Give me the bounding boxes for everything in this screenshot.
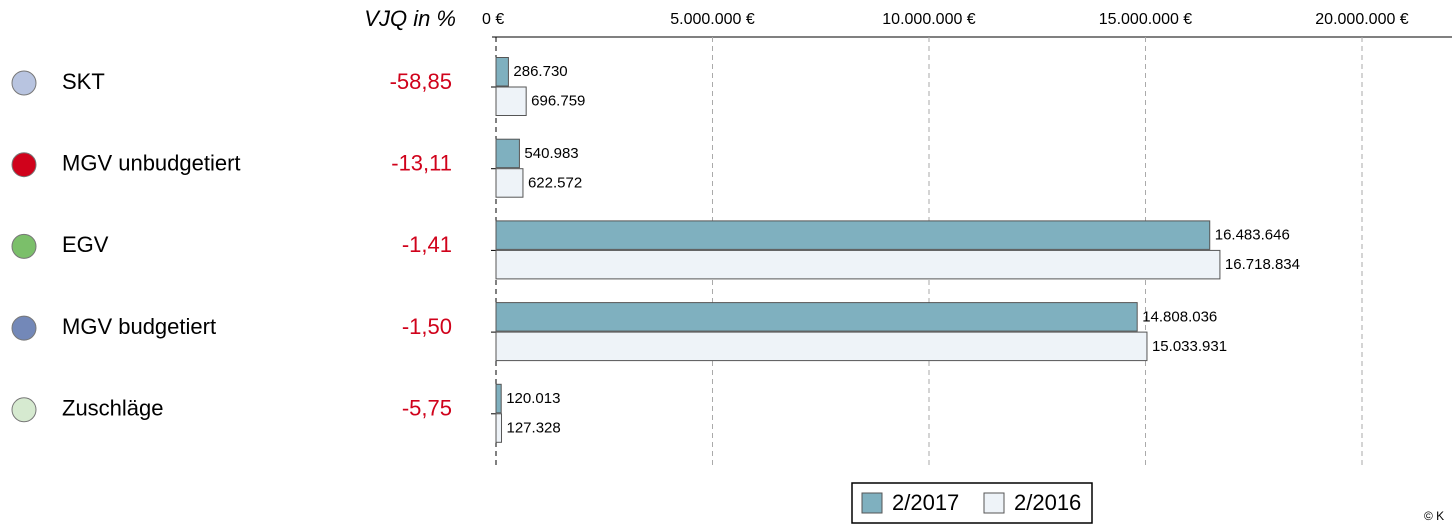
bar xyxy=(495,331,1148,362)
change-label: -5,75 xyxy=(402,396,452,421)
x-tick-label: 5.000.000 € xyxy=(670,11,755,28)
value-label: 622.572 xyxy=(528,174,582,191)
value-label: 15.033.931 xyxy=(1152,338,1227,355)
category-dot xyxy=(11,70,37,96)
change-label: -1,41 xyxy=(402,232,452,257)
bar xyxy=(495,168,524,198)
value-label: 16.483.646 xyxy=(1215,227,1290,244)
bar xyxy=(495,302,1138,332)
change-label: -1,50 xyxy=(402,314,452,339)
value-label: 14.808.036 xyxy=(1142,308,1217,325)
value-label: 696.759 xyxy=(531,93,585,110)
x-tick-label: 20.000.000 € xyxy=(1315,11,1409,28)
copyright: © K xyxy=(1424,509,1444,523)
category-label: EGV xyxy=(62,232,109,257)
legend-label: 2/2017 xyxy=(892,490,959,515)
value-label: 16.718.834 xyxy=(1225,256,1300,273)
bar xyxy=(495,413,503,443)
bar xyxy=(495,220,1211,250)
column-header: VJQ in % xyxy=(364,6,456,31)
bar xyxy=(495,138,520,169)
value-label: 120.013 xyxy=(506,390,560,407)
category-dot xyxy=(11,152,37,178)
category-label: Zuschläge xyxy=(62,396,164,421)
x-tick-label: 15.000.000 € xyxy=(1099,11,1193,28)
legend-swatch xyxy=(861,492,883,514)
bar xyxy=(495,57,509,87)
change-label: -58,85 xyxy=(390,69,452,94)
category-label: MGV unbudgetiert xyxy=(62,151,241,176)
category-label: MGV budgetiert xyxy=(62,314,216,339)
change-label: -13,11 xyxy=(391,151,452,176)
value-label: 540.983 xyxy=(524,145,578,162)
value-label: 286.730 xyxy=(513,63,567,80)
legend-label: 2/2016 xyxy=(1014,490,1081,515)
x-tick-label: 0 € xyxy=(482,11,504,28)
legend-swatch xyxy=(983,492,1005,514)
category-dot xyxy=(11,233,37,259)
category-label: SKT xyxy=(62,69,105,94)
bar xyxy=(495,86,527,116)
category-dot xyxy=(11,315,37,341)
category-dot xyxy=(11,397,37,423)
bar xyxy=(495,249,1221,280)
x-tick-label: 10.000.000 € xyxy=(882,11,976,28)
value-label: 127.328 xyxy=(507,420,561,437)
bar xyxy=(495,383,502,414)
legend-box xyxy=(851,482,1093,524)
